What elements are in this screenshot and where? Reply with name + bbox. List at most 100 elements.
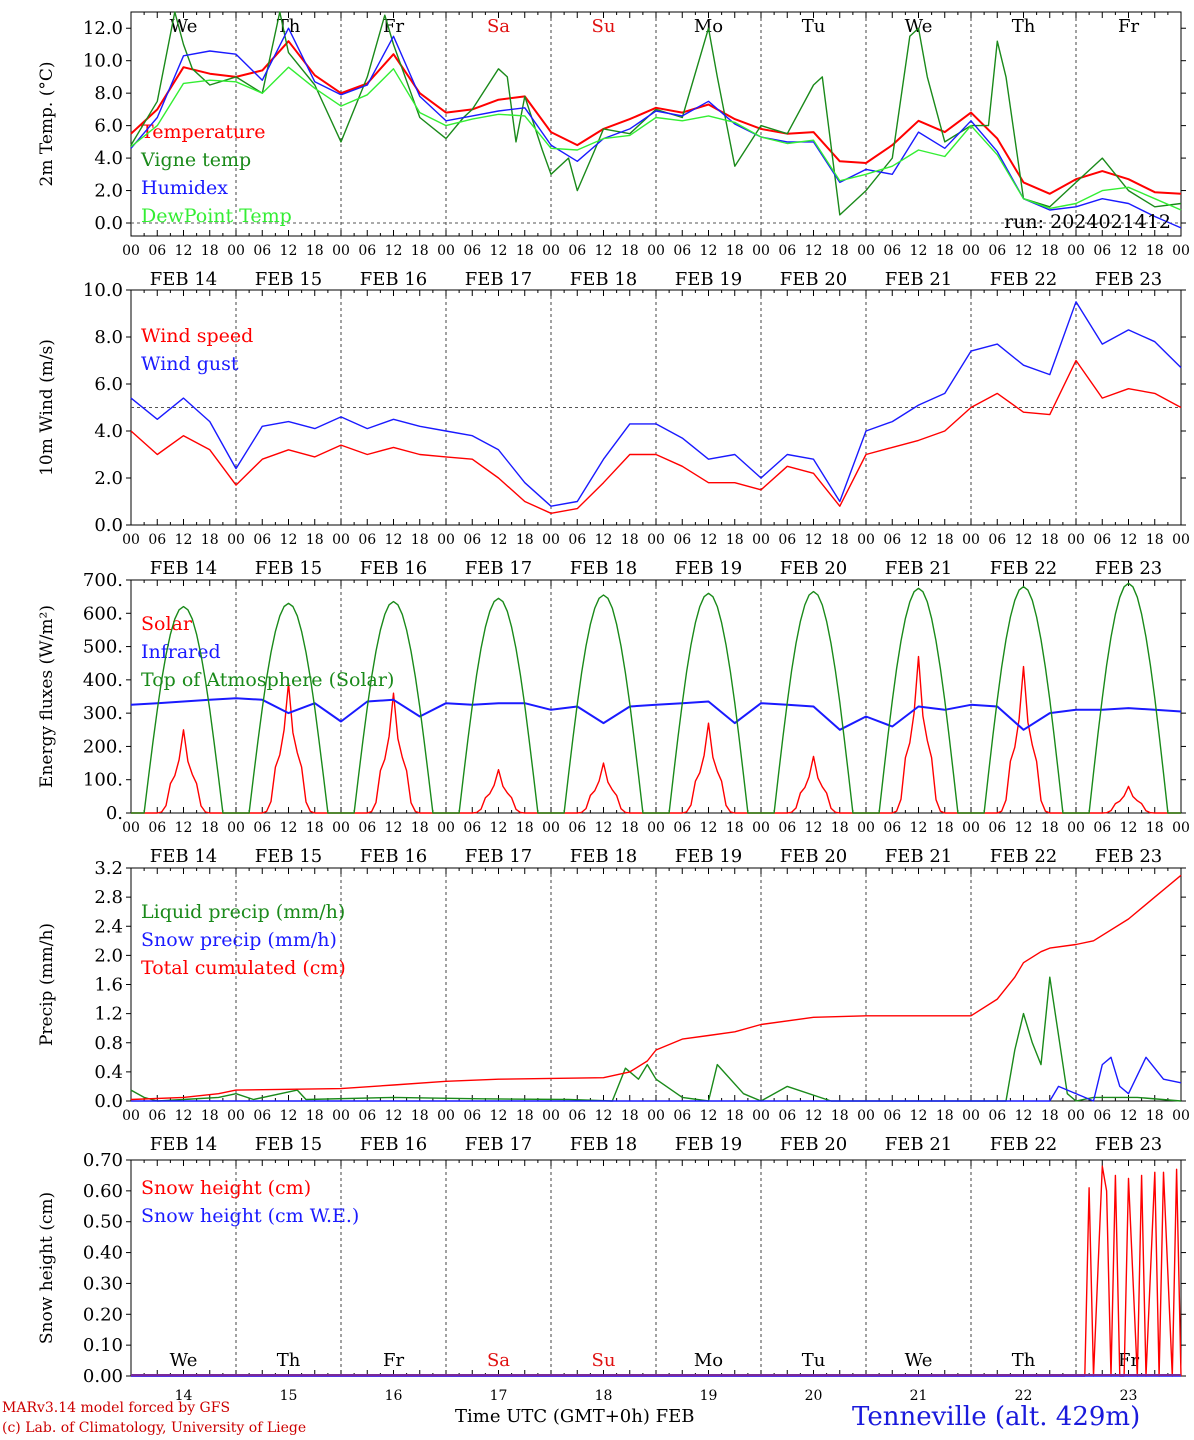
- hour-tick-label: 12: [595, 243, 613, 259]
- hour-tick-label: 06: [148, 243, 166, 259]
- hour-tick-label: 00: [332, 243, 350, 259]
- weekday-label: Th: [277, 1350, 301, 1371]
- run-label: run: 2024021412: [1004, 211, 1171, 233]
- day-number-label: 14: [175, 1388, 193, 1404]
- hour-tick-label: 06: [358, 532, 376, 548]
- series-line: [130, 976, 1182, 1102]
- copyright-credit: (c) Lab. of Climatology, University of L…: [2, 1420, 307, 1436]
- hour-tick-label: 12: [805, 1108, 823, 1124]
- hour-tick-label: 12: [910, 1108, 928, 1124]
- hour-tick-label: 12: [700, 820, 718, 836]
- hour-tick-label: 18: [411, 243, 429, 259]
- hour-tick-label: 06: [148, 1108, 166, 1124]
- date-label: FEB 19: [675, 846, 742, 867]
- hour-tick-label: 00: [437, 243, 455, 259]
- date-label: FEB 16: [360, 269, 427, 290]
- date-label: FEB 15: [255, 846, 322, 867]
- hour-tick-label: 06: [778, 243, 796, 259]
- hour-tick-label: 18: [1146, 532, 1164, 548]
- date-label: FEB 16: [360, 1134, 427, 1155]
- hour-tick-label: 00: [647, 243, 665, 259]
- hour-tick-label: 12: [595, 1108, 613, 1124]
- date-label: FEB 23: [1095, 1134, 1162, 1155]
- y-axis-label: 10m Wind (m/s): [37, 339, 57, 476]
- date-label: FEB 22: [990, 269, 1057, 290]
- hour-tick-label: 00: [122, 820, 140, 836]
- hour-tick-label: 18: [936, 820, 954, 836]
- day-number-label: 16: [385, 1388, 403, 1404]
- hour-tick-label: 18: [411, 820, 429, 836]
- series-line: [130, 301, 1182, 507]
- hour-tick-label: 00: [332, 532, 350, 548]
- weekday-label: Su: [592, 16, 616, 37]
- y-tick-label: 8.0: [94, 83, 123, 104]
- hour-tick-label: 18: [306, 820, 324, 836]
- hour-tick-label: 06: [673, 820, 691, 836]
- hour-tick-label: 12: [175, 243, 193, 259]
- hour-tick-label: 12: [1015, 243, 1033, 259]
- series-line: [130, 697, 1182, 731]
- hour-tick-label: 06: [988, 243, 1006, 259]
- day-number-label: 22: [1015, 1388, 1033, 1404]
- date-label: FEB 18: [570, 558, 637, 579]
- day-number-label: 17: [490, 1388, 508, 1404]
- y-tick-label: 0.00: [83, 1366, 123, 1387]
- y-tick-label: 700.: [83, 570, 123, 591]
- hour-tick-label: 12: [280, 820, 298, 836]
- hour-tick-label: 18: [201, 243, 219, 259]
- date-label: FEB 14: [150, 1134, 217, 1155]
- hour-tick-label: 00: [122, 1108, 140, 1124]
- hour-tick-label: 12: [1120, 820, 1138, 836]
- y-axis-label: Precip (mm/h): [37, 923, 57, 1046]
- hour-tick-label: 06: [463, 820, 481, 836]
- y-tick-label: 0.70: [83, 1150, 123, 1171]
- date-label: FEB 23: [1095, 269, 1162, 290]
- hour-tick-label: 12: [595, 532, 613, 548]
- hour-tick-label: 06: [778, 1108, 796, 1124]
- hour-tick-label: 00: [542, 243, 560, 259]
- hour-tick-label: 00: [122, 532, 140, 548]
- hour-tick-label: 18: [831, 532, 849, 548]
- hour-tick-label: 12: [280, 532, 298, 548]
- hour-tick-label: 00: [752, 532, 770, 548]
- hour-tick-label: 18: [621, 243, 639, 259]
- hour-tick-label: 12: [700, 243, 718, 259]
- y-tick-label: 0.: [106, 803, 123, 824]
- hour-tick-label: 18: [936, 243, 954, 259]
- day-number-label: 20: [805, 1388, 823, 1404]
- hour-tick-label: 12: [1120, 1108, 1138, 1124]
- hour-tick-label: 06: [1093, 820, 1111, 836]
- date-label: FEB 23: [1095, 558, 1162, 579]
- hour-tick-label: 00: [962, 532, 980, 548]
- hour-tick-label: 06: [148, 532, 166, 548]
- hour-tick-label: 12: [805, 532, 823, 548]
- date-label: FEB 19: [675, 269, 742, 290]
- hour-tick-label: 06: [1093, 1108, 1111, 1124]
- day-number-label: 15: [280, 1388, 298, 1404]
- hour-tick-label: 00: [647, 532, 665, 548]
- hour-tick-label: 18: [621, 1108, 639, 1124]
- hour-tick-label: 18: [201, 1108, 219, 1124]
- hour-tick-label: 00: [437, 1108, 455, 1124]
- date-label: FEB 22: [990, 558, 1057, 579]
- y-axis-label: Snow height (cm): [37, 1192, 57, 1344]
- hour-tick-label: 18: [1146, 820, 1164, 836]
- series-line: [131, 582, 1181, 814]
- y-tick-label: 0.4: [94, 1062, 123, 1083]
- series-line: [130, 66, 1182, 211]
- legend-entry: Snow height (cm W.E.): [141, 1205, 359, 1227]
- hour-tick-label: 00: [542, 532, 560, 548]
- hour-tick-label: 12: [490, 243, 508, 259]
- series-line: [130, 11, 1182, 216]
- y-tick-label: 1.2: [94, 1004, 123, 1025]
- hour-tick-label: 06: [358, 243, 376, 259]
- weekday-label: Tu: [802, 16, 826, 37]
- y-tick-label: 1.6: [94, 975, 123, 996]
- legend-entry: Top of Atmosphere (Solar): [141, 669, 394, 691]
- hour-tick-label: 00: [1172, 820, 1190, 836]
- hour-tick-label: 00: [332, 820, 350, 836]
- series-line: [131, 1165, 1182, 1377]
- hour-tick-label: 00: [437, 532, 455, 548]
- legend-entry: Snow precip (mm/h): [141, 929, 337, 951]
- hour-tick-label: 12: [490, 1108, 508, 1124]
